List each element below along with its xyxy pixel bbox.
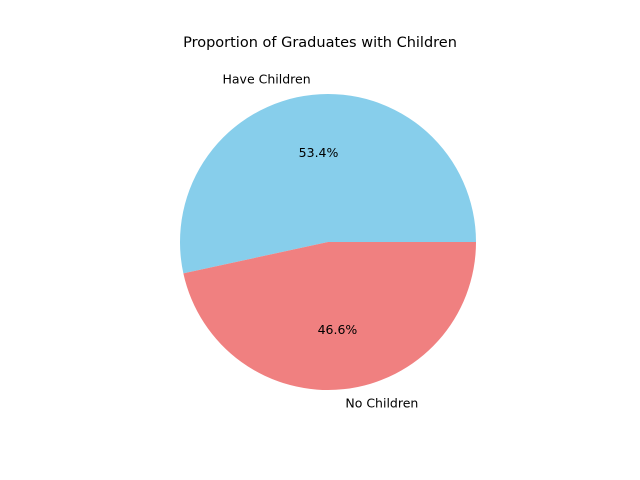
pie-slice-no-children — [183, 242, 476, 391]
pie-slice-have-children — [180, 94, 476, 274]
pie-category-label: Have Children — [223, 72, 311, 87]
pie-value-label: 53.4% — [299, 145, 339, 160]
pie-category-label: No Children — [345, 395, 418, 410]
chart-title: Proportion of Graduates with Children — [183, 35, 457, 51]
pie-value-label: 46.6% — [318, 322, 358, 337]
